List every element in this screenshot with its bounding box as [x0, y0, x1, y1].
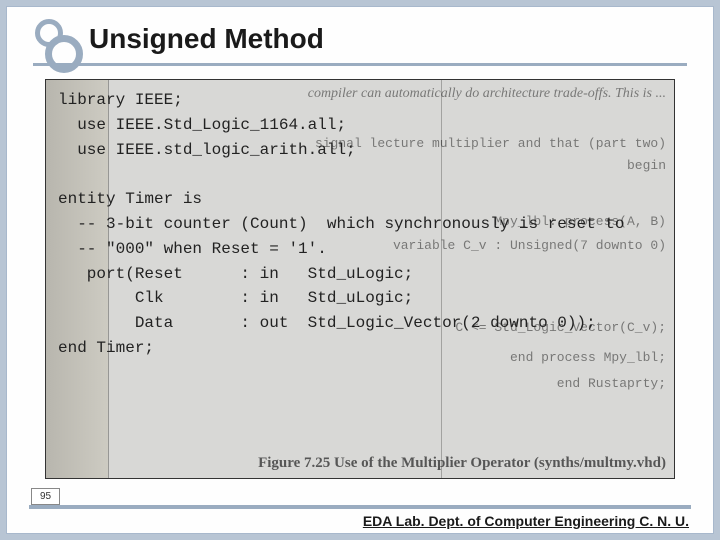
title-underline [33, 63, 687, 66]
slide-frame: Unsigned Method compiler can automatical… [6, 6, 714, 534]
footer-divider [29, 505, 691, 509]
slide-header: Unsigned Method [29, 17, 691, 61]
ghost-text: end Rustaprty; [557, 376, 666, 391]
vhdl-code: library IEEE; use IEEE.Std_Logic_1164.al… [58, 88, 662, 361]
logo-rings-icon [29, 17, 77, 61]
ghost-caption: Figure 7.25 Use of the Multiplier Operat… [258, 455, 666, 472]
footer-affiliation: EDA Lab. Dept. of Computer Engineering C… [363, 513, 689, 529]
slide-title: Unsigned Method [89, 23, 324, 55]
code-snippet-panel: compiler can automatically do architectu… [45, 79, 675, 479]
page-number: 95 [31, 488, 60, 505]
